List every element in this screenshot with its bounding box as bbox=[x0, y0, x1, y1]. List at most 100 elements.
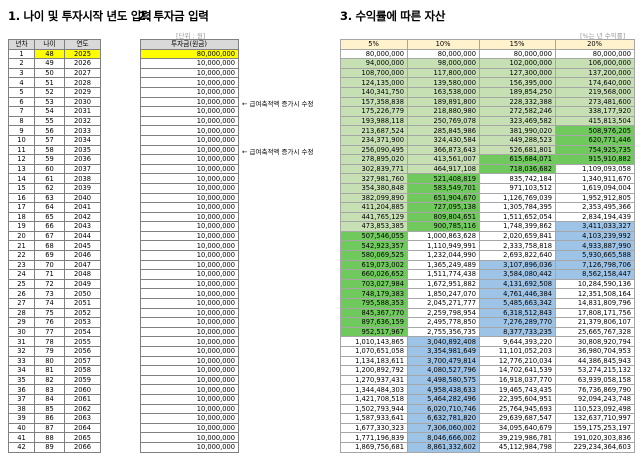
asset-value-cell[interactable]: 1,340,911,670 bbox=[555, 173, 635, 184]
year-no-cell[interactable]: 3 bbox=[8, 67, 35, 79]
asset-value-cell[interactable]: 2,353,495,366 bbox=[555, 202, 635, 213]
asset-value-cell[interactable]: 163,538,000 bbox=[407, 86, 480, 98]
year-cell[interactable]: 2047 bbox=[64, 259, 101, 271]
year-cell[interactable]: 2057 bbox=[64, 355, 101, 367]
age-cell[interactable]: 71 bbox=[34, 269, 65, 280]
age-cell[interactable]: 57 bbox=[34, 134, 65, 146]
asset-value-cell[interactable]: 21,379,806,107 bbox=[555, 317, 635, 328]
asset-value-cell[interactable]: 2,333,758,818 bbox=[479, 240, 556, 252]
age-cell[interactable]: 81 bbox=[34, 365, 65, 376]
year-cell[interactable]: 2061 bbox=[64, 393, 101, 405]
year-no-cell[interactable]: 31 bbox=[8, 336, 35, 347]
asset-value-cell[interactable]: 542,923,357 bbox=[340, 240, 408, 252]
year-cell[interactable]: 2025 bbox=[64, 48, 101, 60]
year-no-cell[interactable]: 4 bbox=[8, 77, 35, 88]
asset-value-cell[interactable]: 413,561,007 bbox=[407, 154, 480, 165]
principal-cell[interactable]: 10,000,000 bbox=[140, 202, 239, 213]
asset-value-cell[interactable]: 5,485,663,342 bbox=[479, 298, 556, 309]
asset-value-cell[interactable]: 615,684,071 bbox=[479, 154, 556, 165]
year-no-cell[interactable]: 28 bbox=[8, 307, 35, 319]
year-no-cell[interactable]: 19 bbox=[8, 221, 35, 232]
asset-value-cell[interactable]: 193,988,118 bbox=[340, 115, 408, 127]
asset-value-cell[interactable]: 748,179,383 bbox=[340, 288, 408, 300]
asset-value-cell[interactable]: 795,588,353 bbox=[340, 298, 408, 309]
year-no-cell[interactable]: 10 bbox=[8, 134, 35, 146]
asset-value-cell[interactable]: 583,549,701 bbox=[407, 182, 480, 194]
asset-value-cell[interactable]: 449,288,523 bbox=[479, 134, 556, 146]
principal-cell[interactable]: 10,000,000 bbox=[140, 240, 239, 252]
asset-value-cell[interactable]: 117,800,000 bbox=[407, 67, 480, 79]
principal-cell[interactable]: 10,000,000 bbox=[140, 374, 239, 386]
age-cell[interactable]: 67 bbox=[34, 230, 65, 242]
asset-value-cell[interactable]: 915,910,882 bbox=[555, 154, 635, 165]
year-cell[interactable]: 2026 bbox=[64, 58, 101, 69]
asset-value-cell[interactable]: 526,681,801 bbox=[479, 144, 556, 156]
asset-value-cell[interactable]: 1,952,912,805 bbox=[555, 192, 635, 204]
year-cell[interactable]: 2046 bbox=[64, 250, 101, 261]
year-no-cell[interactable]: 23 bbox=[8, 259, 35, 271]
asset-value-cell[interactable]: 137,200,000 bbox=[555, 67, 635, 79]
year-cell[interactable]: 2048 bbox=[64, 269, 101, 280]
asset-value-cell[interactable]: 327,981,760 bbox=[340, 173, 408, 184]
year-cell[interactable]: 2050 bbox=[64, 288, 101, 300]
asset-value-cell[interactable]: 6,020,710,746 bbox=[407, 403, 480, 415]
year-no-cell[interactable]: 32 bbox=[8, 346, 35, 357]
asset-value-cell[interactable]: 98,000,000 bbox=[407, 58, 480, 69]
asset-value-cell[interactable]: 4,080,527,796 bbox=[407, 365, 480, 376]
asset-value-cell[interactable]: 952,517,967 bbox=[340, 326, 408, 338]
year-cell[interactable]: 2040 bbox=[64, 192, 101, 204]
asset-value-cell[interactable]: 619,073,002 bbox=[340, 259, 408, 271]
asset-value-cell[interactable]: 8,046,666,002 bbox=[407, 432, 480, 443]
age-cell[interactable]: 55 bbox=[34, 115, 65, 127]
asset-value-cell[interactable]: 323,469,582 bbox=[479, 115, 556, 127]
asset-value-cell[interactable]: 473,853,385 bbox=[340, 221, 408, 232]
age-cell[interactable]: 50 bbox=[34, 67, 65, 79]
asset-value-cell[interactable]: 102,000,000 bbox=[479, 58, 556, 69]
age-cell[interactable]: 87 bbox=[34, 422, 65, 434]
year-cell[interactable]: 2060 bbox=[64, 384, 101, 395]
year-cell[interactable]: 2058 bbox=[64, 365, 101, 376]
year-no-cell[interactable]: 12 bbox=[8, 154, 35, 165]
asset-value-cell[interactable]: 845,367,770 bbox=[340, 307, 408, 319]
asset-value-cell[interactable]: 703,027,984 bbox=[340, 278, 408, 290]
asset-value-cell[interactable]: 156,395,000 bbox=[479, 77, 556, 88]
year-cell[interactable]: 2031 bbox=[64, 106, 101, 117]
year-cell[interactable]: 2062 bbox=[64, 403, 101, 415]
principal-cell[interactable]: 10,000,000 bbox=[140, 163, 239, 175]
asset-value-cell[interactable]: 278,895,020 bbox=[340, 154, 408, 165]
principal-cell[interactable]: 10,000,000 bbox=[140, 96, 239, 108]
principal-cell[interactable]: 10,000,000 bbox=[140, 355, 239, 367]
asset-value-cell[interactable]: 219,568,000 bbox=[555, 86, 635, 98]
asset-value-cell[interactable]: 175,226,779 bbox=[340, 106, 408, 117]
principal-cell[interactable]: 10,000,000 bbox=[140, 288, 239, 300]
asset-value-cell[interactable]: 9,644,393,220 bbox=[479, 336, 556, 347]
asset-value-cell[interactable]: 897,636,159 bbox=[340, 317, 408, 328]
principal-cell[interactable]: 10,000,000 bbox=[140, 154, 239, 165]
principal-cell[interactable]: 10,000,000 bbox=[140, 77, 239, 88]
asset-value-cell[interactable]: 1,344,484,303 bbox=[340, 384, 408, 395]
asset-value-cell[interactable]: 3,354,981,649 bbox=[407, 346, 480, 357]
asset-value-cell[interactable]: 92,094,243,748 bbox=[555, 393, 635, 405]
age-cell[interactable]: 58 bbox=[34, 144, 65, 156]
asset-value-cell[interactable]: 754,925,735 bbox=[555, 144, 635, 156]
asset-value-cell[interactable]: 159,175,253,197 bbox=[555, 422, 635, 434]
year-cell[interactable]: 2051 bbox=[64, 298, 101, 309]
asset-value-cell[interactable]: 1,748,399,862 bbox=[479, 221, 556, 232]
age-cell[interactable]: 62 bbox=[34, 182, 65, 194]
age-cell[interactable]: 84 bbox=[34, 393, 65, 405]
asset-value-cell[interactable]: 5,464,282,496 bbox=[407, 393, 480, 405]
asset-value-cell[interactable]: 464,917,108 bbox=[407, 163, 480, 175]
year-no-cell[interactable]: 17 bbox=[8, 202, 35, 213]
asset-value-cell[interactable]: 1,110,949,991 bbox=[407, 240, 480, 252]
asset-value-cell[interactable]: 10,284,590,136 bbox=[555, 278, 635, 290]
asset-value-cell[interactable]: 1,511,652,054 bbox=[479, 211, 556, 223]
asset-value-cell[interactable]: 4,131,692,508 bbox=[479, 278, 556, 290]
age-cell[interactable]: 52 bbox=[34, 86, 65, 98]
principal-cell[interactable]: 10,000,000 bbox=[140, 317, 239, 328]
asset-value-cell[interactable]: 3,700,479,814 bbox=[407, 355, 480, 367]
asset-value-cell[interactable]: 4,761,446,384 bbox=[479, 288, 556, 300]
asset-value-cell[interactable]: 809,804,651 bbox=[407, 211, 480, 223]
age-cell[interactable]: 83 bbox=[34, 384, 65, 395]
year-cell[interactable]: 2034 bbox=[64, 134, 101, 146]
asset-value-cell[interactable]: 189,854,250 bbox=[479, 86, 556, 98]
